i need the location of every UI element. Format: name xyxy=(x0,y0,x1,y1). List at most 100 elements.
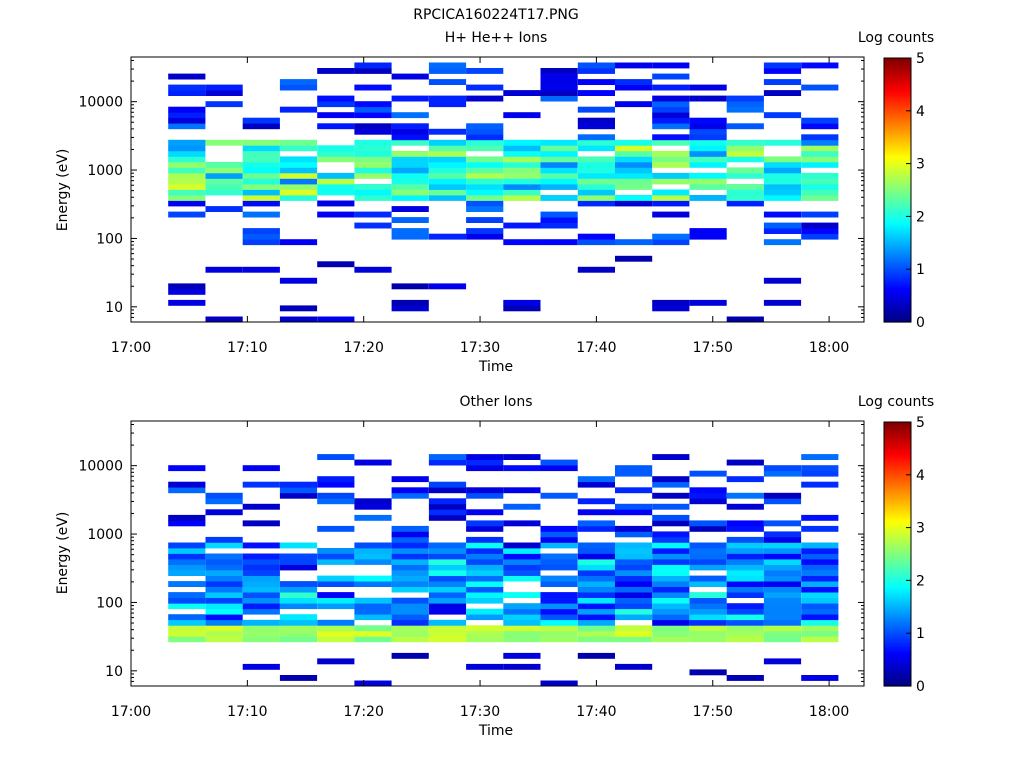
heatmap-cell xyxy=(652,625,690,632)
colorbar-swatch xyxy=(884,650,911,654)
colorbar-swatch xyxy=(884,218,911,222)
colorbar-swatch xyxy=(884,198,911,202)
heatmap-cell xyxy=(205,619,243,626)
colorbar-swatch xyxy=(884,512,911,515)
heatmap-cell xyxy=(428,559,467,565)
colorbar-swatch xyxy=(884,115,911,118)
y-axis: 10 100 1000 10000 xyxy=(78,423,864,687)
colorbar-swatch xyxy=(884,275,911,279)
heatmap-cell xyxy=(242,465,280,472)
heatmap-cell xyxy=(615,470,653,477)
colorbar-swatch xyxy=(884,308,911,312)
heatmap-cell xyxy=(279,619,318,626)
heatmap-cell xyxy=(615,62,653,69)
colorbar-swatch xyxy=(884,84,911,88)
heatmap-cell xyxy=(801,592,839,598)
heatmap-cell xyxy=(615,465,653,472)
heatmap-cell xyxy=(689,161,727,168)
heatmap-cell xyxy=(242,581,280,587)
heatmap-cell xyxy=(503,553,541,560)
heatmap-cell xyxy=(577,476,615,483)
heatmap-cell xyxy=(652,476,690,483)
colorbar-swatch xyxy=(884,545,911,548)
colorbar-swatch xyxy=(884,468,911,471)
colorbar-swatch xyxy=(884,179,911,182)
colorbar-swatch xyxy=(884,587,911,590)
heatmap-cell xyxy=(205,559,243,565)
heatmap-cell xyxy=(428,570,467,576)
heatmap-cell xyxy=(428,156,467,163)
colorbar-swatch xyxy=(884,565,911,568)
heatmap-cell xyxy=(317,597,355,604)
heatmap-cell xyxy=(615,167,653,174)
heatmap-cell xyxy=(205,608,243,615)
heatmap-cell xyxy=(540,167,578,174)
heatmap-cell xyxy=(726,575,764,582)
heatmap-cell xyxy=(242,139,280,146)
heatmap-cell xyxy=(652,492,690,499)
colorbar-swatch xyxy=(884,176,911,180)
heatmap-cell xyxy=(652,84,690,91)
heatmap-cell xyxy=(689,520,727,527)
heatmap-cell xyxy=(168,156,206,163)
colorbar-swatch xyxy=(884,547,911,551)
heatmap-cell xyxy=(168,553,206,560)
heatmap-cell xyxy=(466,195,504,201)
heatmap-cell xyxy=(763,536,802,543)
heatmap-cell xyxy=(540,603,578,610)
heatmap-cell xyxy=(615,608,653,615)
heatmap-cell xyxy=(763,222,802,229)
heatmap-cell xyxy=(168,614,206,621)
heatmap-cell xyxy=(540,150,578,157)
colorbar: 0 1 2 3 4 5 xyxy=(883,415,925,695)
heatmap-cell xyxy=(466,586,504,593)
heatmap-cell xyxy=(763,161,802,168)
heatmap-cell xyxy=(726,145,764,152)
colorbar-swatch xyxy=(884,521,911,524)
heatmap-cell xyxy=(503,145,541,152)
heatmap-cell xyxy=(689,233,727,240)
heatmap-cell xyxy=(317,101,355,108)
heatmap-cell xyxy=(801,542,839,549)
heatmap-cell xyxy=(615,597,653,604)
heatmap-cell xyxy=(615,603,653,610)
heatmap-cell xyxy=(317,123,355,130)
colorbar-swatch xyxy=(884,187,911,191)
heatmap-cell xyxy=(317,95,355,102)
y-tick-label: 1000 xyxy=(87,527,123,543)
heatmap-cell xyxy=(577,68,615,74)
heatmap-cell xyxy=(652,150,690,157)
colorbar-swatch xyxy=(884,644,911,647)
heatmap-cell xyxy=(428,167,467,174)
heatmap-cell xyxy=(317,145,355,152)
colorbar-swatch xyxy=(884,229,911,233)
heatmap-cell xyxy=(726,123,764,130)
heatmap-cell xyxy=(540,630,578,637)
heatmap-cell xyxy=(168,570,206,576)
heatmap-cell xyxy=(168,90,206,96)
heatmap-cell xyxy=(503,150,541,157)
heatmap-cell xyxy=(168,542,206,549)
heatmap-cell xyxy=(242,520,280,527)
heatmap-cell xyxy=(317,581,355,587)
heatmap-cell xyxy=(428,514,467,521)
heatmap-cell xyxy=(205,509,243,516)
colorbar-swatch xyxy=(884,494,911,498)
colorbar-swatch xyxy=(884,455,911,458)
heatmap-cell xyxy=(577,266,615,273)
heatmap-cell xyxy=(540,73,578,80)
heatmap-cell xyxy=(726,564,764,571)
heatmap-cell xyxy=(801,625,839,632)
figure-title: RPCICA160224T17.PNG xyxy=(413,7,578,23)
heatmap-cell xyxy=(615,542,653,549)
heatmap-cell xyxy=(428,487,467,494)
colorbar-swatch xyxy=(884,622,911,625)
heatmap-cell xyxy=(540,636,578,643)
heatmap-cell xyxy=(205,586,243,593)
heatmap-cell xyxy=(652,139,690,146)
colorbar-swatch xyxy=(884,470,911,474)
heatmap-cell xyxy=(540,492,578,499)
x-tick-label: 17:50 xyxy=(693,704,733,720)
heatmap-cell xyxy=(205,636,243,643)
heatmap-cell xyxy=(689,548,727,554)
